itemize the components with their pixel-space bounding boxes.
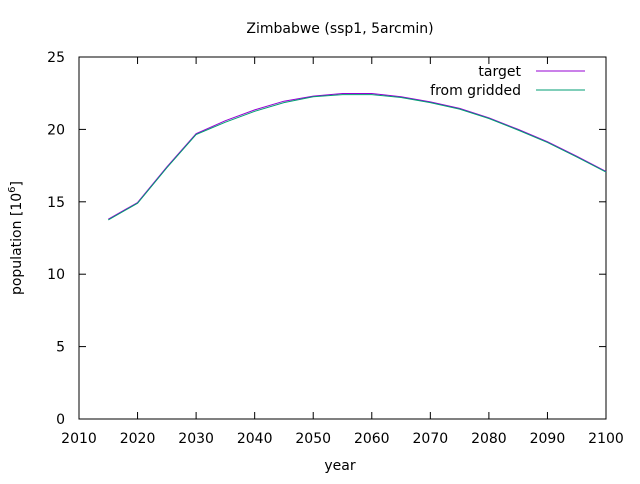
y-axis-label-text: population [10 xyxy=(9,193,25,295)
y-axis-label-exponent: 6 xyxy=(7,186,18,192)
y-axis-ticks: 0 5 10 15 20 25 xyxy=(47,50,606,428)
x-axis-label: year xyxy=(324,458,355,474)
y-tick-label: 10 xyxy=(47,267,65,283)
series-line-0 xyxy=(108,93,607,220)
y-tick-label: 25 xyxy=(47,50,65,66)
legend-label: from gridded xyxy=(430,83,521,99)
x-tick-label: 2070 xyxy=(413,431,449,447)
x-tick-label: 2040 xyxy=(237,431,273,447)
x-tick-label: 2020 xyxy=(120,431,156,447)
y-tick-label: 0 xyxy=(56,412,65,428)
x-tick-label: 2090 xyxy=(530,431,566,447)
x-tick-label: 2060 xyxy=(354,431,390,447)
x-axis-ticks: 2010 2020 2030 2040 2050 2060 2070 2080 2090 2100 xyxy=(61,57,624,447)
x-tick-label: 2030 xyxy=(178,431,214,447)
legend-label: target xyxy=(478,64,521,80)
series-layer xyxy=(108,93,607,221)
legend: target from gridded xyxy=(430,64,585,99)
y-tick-label: 5 xyxy=(56,340,65,356)
y-tick-label: 15 xyxy=(47,195,65,211)
plot-area-frame xyxy=(78,56,607,420)
x-tick-label: 2080 xyxy=(471,431,507,447)
series-line-1 xyxy=(108,94,607,221)
y-axis-label: population [106] xyxy=(7,181,25,295)
x-tick-label: 2010 xyxy=(61,431,97,447)
chart-title: Zimbabwe (ssp1, 5arcmin) xyxy=(246,21,433,37)
x-tick-label: 2100 xyxy=(588,431,624,447)
x-tick-label: 2050 xyxy=(295,431,331,447)
y-axis-label-close: ] xyxy=(9,181,25,186)
y-tick-label: 20 xyxy=(47,122,65,138)
